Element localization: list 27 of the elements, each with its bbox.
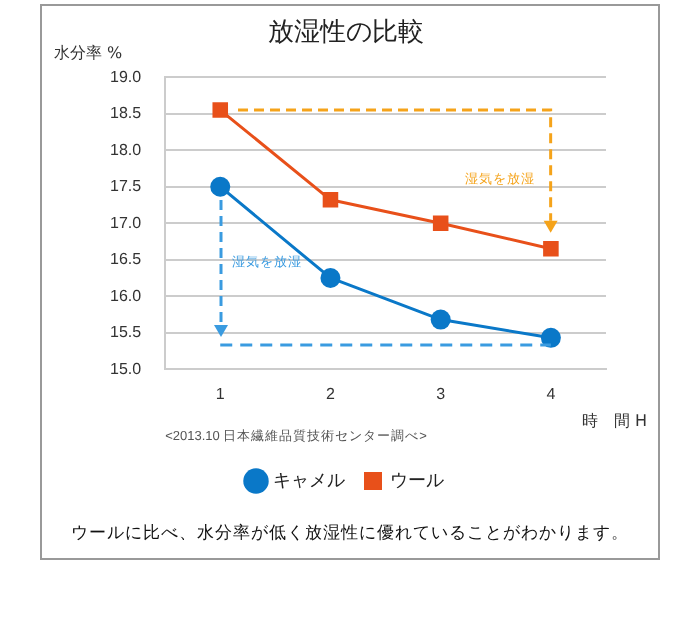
point <box>432 215 449 231</box>
point <box>543 240 559 257</box>
x-axis-title: 時 間 H <box>582 410 648 432</box>
point <box>540 327 561 348</box>
x-tick-label: 3 <box>436 385 447 404</box>
x-tick-label: 1 <box>215 385 226 404</box>
legend-label: ウール <box>390 469 444 490</box>
y-tick-label: 18.5 <box>109 104 143 123</box>
y-tick-label: 16.5 <box>109 250 143 269</box>
y-tick-label: 15.0 <box>109 359 143 378</box>
x-tick-label: 2 <box>326 385 337 404</box>
y-axis-title: 水分率 % <box>54 42 123 64</box>
point <box>322 192 339 208</box>
point <box>320 267 341 288</box>
y-tick-label: 16.0 <box>109 286 143 305</box>
y-tick-label: 15.5 <box>109 323 143 342</box>
chart-title: 放湿性の比較 <box>268 18 424 49</box>
point <box>212 102 229 118</box>
point <box>210 176 231 197</box>
y-tick-label: 18.0 <box>109 140 143 159</box>
legend-label: キャメル <box>273 469 345 490</box>
y-tick-label: 17.0 <box>109 213 143 232</box>
y-tick-label: 17.5 <box>109 177 143 196</box>
y-tick-label: 19.0 <box>109 67 143 86</box>
point <box>430 309 451 330</box>
x-tick-label: 4 <box>546 385 557 404</box>
text: ウールに比べ、水分率が低く放湿性に優れていることがわかります。 <box>69 522 631 546</box>
